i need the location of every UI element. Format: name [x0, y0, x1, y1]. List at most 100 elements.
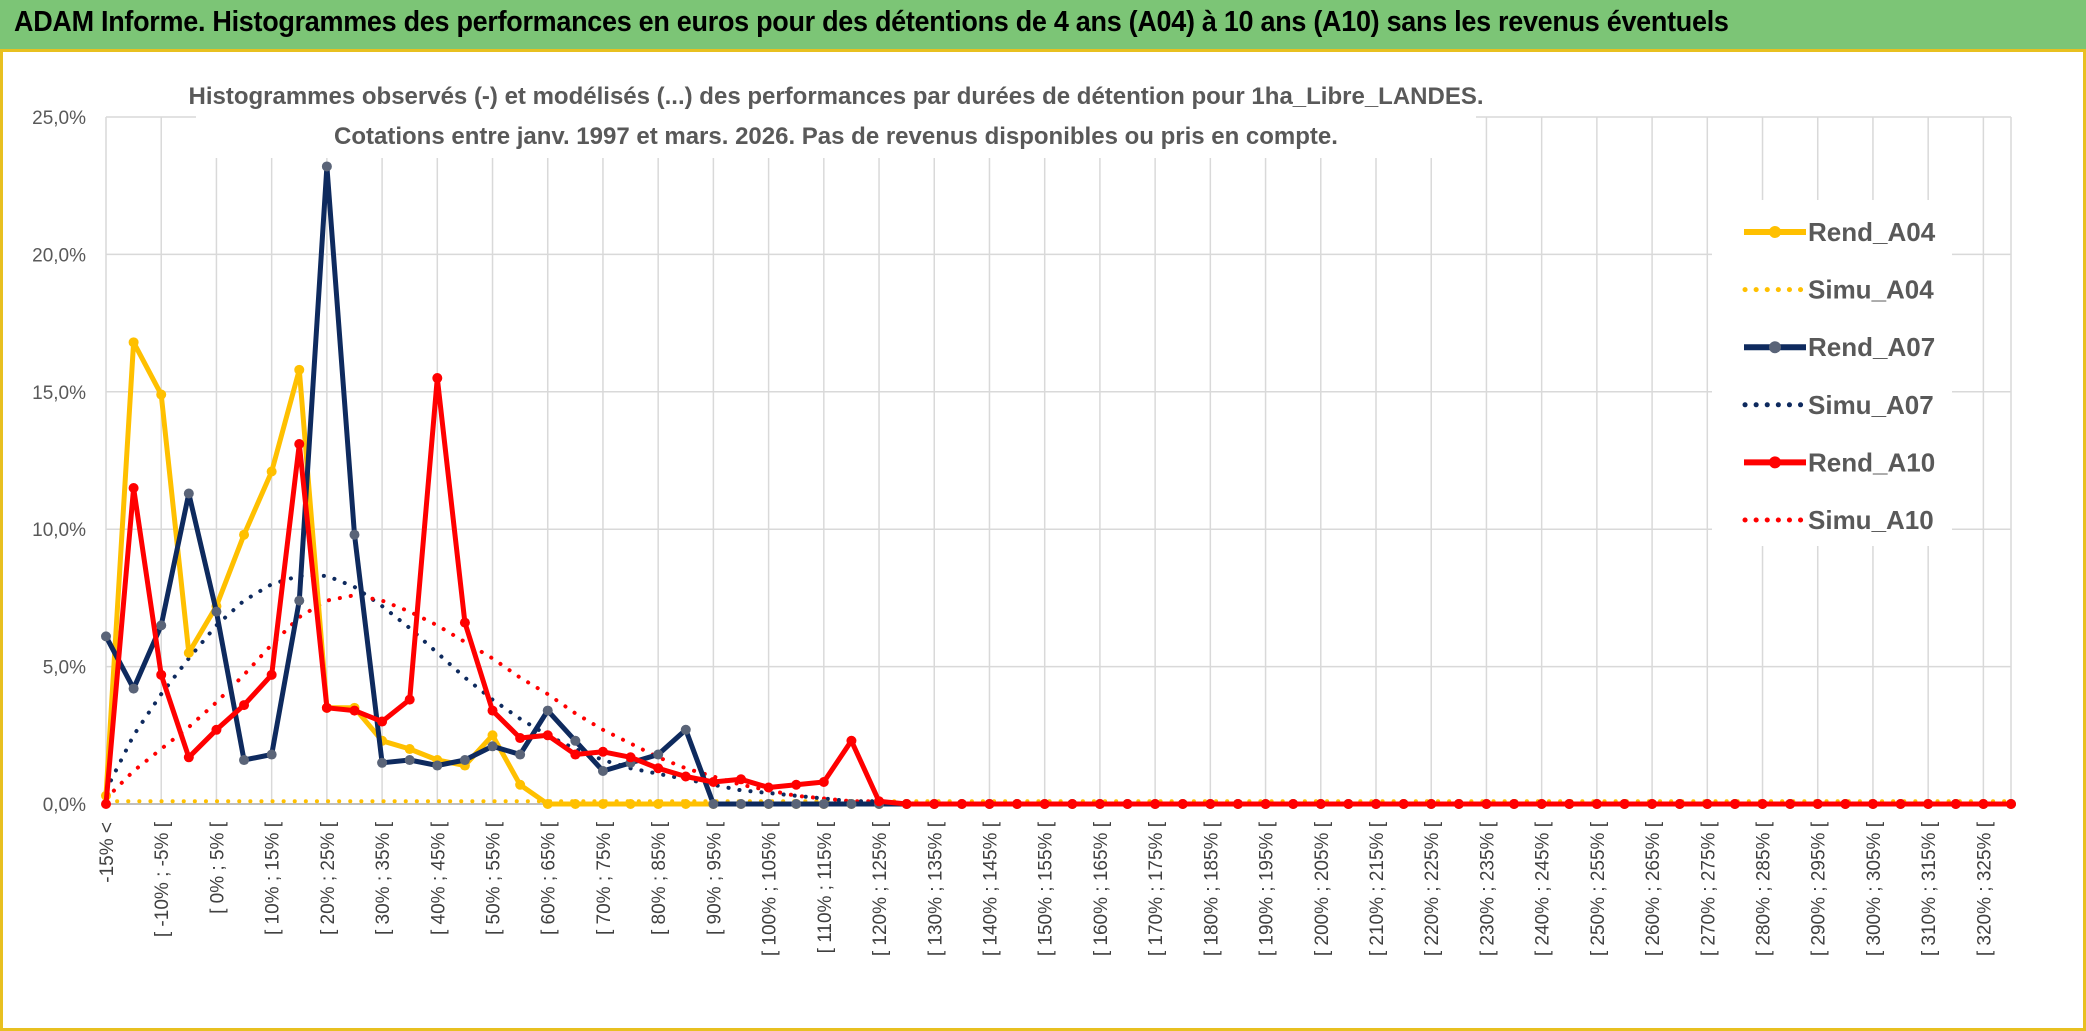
data-point: [597, 799, 608, 809]
data-point: [459, 755, 470, 766]
data-point: [680, 771, 691, 782]
legend-item: Rend_A04: [1744, 217, 1936, 247]
x-tick-label: [ 120% ; 125% [: [870, 821, 891, 956]
data-point: [625, 752, 636, 763]
data-point: [1647, 799, 1658, 809]
data-point: [128, 337, 139, 348]
data-point: [404, 755, 415, 766]
data-point: [377, 757, 388, 768]
legend-item: Rend_A07: [1744, 332, 1935, 362]
series-line: [104, 593, 2013, 806]
x-tick-label: [ 90% ; 95% [: [704, 821, 725, 935]
data-point: [1343, 799, 1354, 809]
data-point: [404, 744, 415, 755]
x-tick-label: [ 210% ; 215% [: [1367, 821, 1388, 956]
data-point: [1094, 799, 1105, 809]
x-tick-label: [ 100% ; 105% [: [760, 821, 781, 956]
x-tick-label: [ 190% ; 195% [: [1257, 821, 1278, 956]
x-tick-label: [ 20% ; 25% [: [318, 821, 339, 935]
x-axis-ticks: -15% < [ -10% ; -5% [[ 0% ; 5% [[ 10% ; 1…: [97, 821, 1995, 956]
data-point: [239, 529, 250, 540]
y-tick-label: 5,0%: [43, 658, 86, 679]
x-tick-label: [ 30% ; 35% [: [373, 821, 394, 935]
y-tick-label: 15,0%: [32, 383, 86, 404]
data-point: [1840, 799, 1851, 809]
x-tick-label: [ 290% ; 295% [: [1809, 821, 1830, 956]
data-point: [1729, 799, 1740, 809]
data-point: [1509, 799, 1520, 809]
data-point: [266, 466, 277, 477]
data-point: [708, 777, 719, 788]
data-point: [294, 595, 305, 606]
x-tick-label: [ 220% ; 225% [: [1422, 821, 1443, 956]
data-point: [1481, 799, 1492, 809]
data-point: [1205, 799, 1216, 809]
x-tick-label: [ 160% ; 165% [: [1091, 821, 1112, 956]
legend-label: Rend_A07: [1808, 332, 1935, 362]
data-point: [183, 647, 194, 658]
data-point: [653, 799, 664, 809]
x-tick-label: [ 130% ; 135% [: [925, 821, 946, 956]
y-tick-label: 20,0%: [32, 245, 86, 266]
series-Simu_A10: [104, 593, 2013, 806]
data-point: [1371, 799, 1381, 809]
x-tick-label: [ 80% ; 85% [: [649, 821, 670, 935]
data-point: [183, 488, 194, 499]
data-point: [239, 755, 250, 766]
data-point: [791, 779, 802, 790]
series-line: [104, 573, 2013, 806]
data-point: [1260, 799, 1271, 809]
subtitle-background: [196, 78, 1476, 158]
data-point: [1812, 799, 1823, 809]
x-tick-label: [ 70% ; 75% [: [594, 821, 615, 935]
legend-item: Simu_A07: [1742, 390, 1934, 420]
legend-label: Simu_A10: [1808, 505, 1934, 535]
data-point: [625, 799, 636, 809]
chart-legend: Rend_A04 Simu_A04 Rend_A07 Simu_A07 Rend_A10…: [1712, 200, 1952, 546]
data-point: [763, 782, 774, 793]
data-point: [1232, 799, 1243, 809]
data-point: [101, 799, 111, 809]
data-point: [1950, 799, 1961, 809]
data-point: [404, 694, 415, 705]
x-tick-label: [ 300% ; 305% [: [1864, 821, 1885, 956]
data-point: [1039, 799, 1050, 809]
x-tick-label: [ 180% ; 185% [: [1201, 821, 1222, 956]
data-point: [1867, 799, 1878, 809]
x-tick-label: [ 60% ; 65% [: [539, 821, 560, 935]
legend-label: Rend_A04: [1808, 217, 1936, 247]
x-tick-label: [ 260% ; 265% [: [1643, 821, 1664, 956]
data-point: [1923, 799, 1934, 809]
data-point: [597, 766, 608, 777]
legend-marker: [1769, 456, 1781, 469]
data-point: [597, 746, 608, 757]
data-point: [763, 799, 774, 809]
y-axis-ticks: 0,0% 5,0% 10,0% 15,0% 20,0% 25,0%: [32, 108, 86, 816]
data-point: [515, 779, 526, 790]
data-point: [349, 529, 360, 540]
data-point: [128, 482, 139, 493]
data-point: [1702, 799, 1713, 809]
data-point: [570, 735, 581, 746]
series-Rend_A10: [101, 373, 2016, 809]
legend-item: Simu_A10: [1742, 505, 1934, 535]
data-point: [211, 606, 222, 617]
chart-subtitle-line1: Histogrammes observés (-) et modélisés (…: [188, 83, 1483, 110]
series-line: [103, 375, 2011, 807]
data-point: [1895, 799, 1906, 809]
data-point: [321, 161, 332, 172]
data-point: [570, 799, 581, 809]
y-tick-label: 10,0%: [32, 520, 86, 541]
data-point: [515, 749, 526, 760]
legend-label: Simu_A04: [1808, 275, 1934, 305]
data-point: [1067, 799, 1078, 809]
x-tick-label: -15% <: [97, 822, 118, 883]
data-point: [239, 700, 250, 711]
data-point: [818, 777, 829, 788]
data-point: [266, 669, 277, 680]
data-point: [1315, 799, 1326, 809]
y-tick-label: 25,0%: [32, 108, 86, 129]
data-point: [1150, 799, 1161, 809]
data-point: [211, 724, 222, 735]
data-point: [487, 730, 498, 741]
